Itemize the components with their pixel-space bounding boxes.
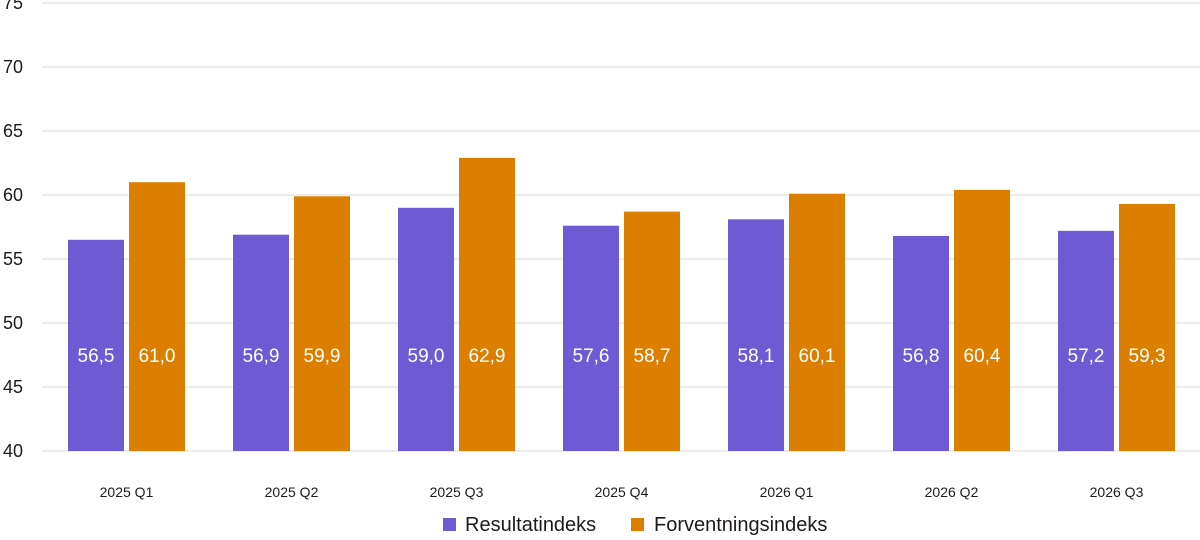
forventningsindeks-bar <box>624 211 680 451</box>
resultatindeks-bar <box>893 235 949 451</box>
x-tick-label: 2025 Q2 <box>265 484 319 500</box>
data-label: 60,1 <box>799 346 836 367</box>
y-axis-tick-labels: 40 45 50 55 60 65 70 75 <box>3 0 23 461</box>
y-tick-label: 50 <box>3 313 23 333</box>
data-label: 57,6 <box>573 346 610 367</box>
x-tick-label: 2025 Q3 <box>430 484 484 500</box>
x-tick-label: 2025 Q4 <box>595 484 649 500</box>
y-tick-label: 45 <box>3 377 23 397</box>
gridlines <box>42 2 1200 452</box>
x-tick-label: 2026 Q3 <box>1090 484 1144 500</box>
legend-label: Resultatindeks <box>465 514 596 536</box>
data-label: 56,9 <box>243 346 280 367</box>
y-tick-label: 75 <box>3 0 23 13</box>
forventningsindeks-bar <box>294 196 350 451</box>
resultatindeks-bar <box>398 207 454 451</box>
y-tick-label: 40 <box>3 441 23 461</box>
legend-swatch <box>631 518 644 531</box>
data-label: 58,1 <box>738 346 775 367</box>
resultatindeks-bar <box>563 225 619 451</box>
data-label: 57,2 <box>1068 346 1105 367</box>
resultatindeks-bar <box>1058 230 1114 451</box>
resultatindeks-bar <box>233 234 289 451</box>
data-label: 59,9 <box>304 346 341 367</box>
legend-swatch <box>443 518 456 531</box>
data-label: 58,7 <box>634 346 671 367</box>
forventningsindeks-bar <box>129 182 185 451</box>
y-tick-label: 60 <box>3 185 23 205</box>
forventningsindeks-bar <box>789 193 845 451</box>
resultatindeks-bar <box>728 219 784 451</box>
legend-label: Forventningsindeks <box>654 514 827 536</box>
y-tick-label: 70 <box>3 57 23 77</box>
y-tick-label: 65 <box>3 121 23 141</box>
data-label: 59,0 <box>408 346 445 367</box>
bars <box>68 157 1175 451</box>
data-label: 61,0 <box>139 346 176 367</box>
x-axis-tick-labels: 2025 Q1 2025 Q2 2025 Q3 2025 Q4 2026 Q1 2026 … <box>100 484 1144 500</box>
x-tick-label: 2026 Q1 <box>760 484 814 500</box>
x-tick-label: 2025 Q1 <box>100 484 154 500</box>
data-label: 59,3 <box>1129 346 1166 367</box>
x-tick-label: 2026 Q2 <box>925 484 979 500</box>
forventningsindeks-bar <box>954 189 1010 451</box>
data-label: 62,9 <box>469 346 506 367</box>
data-label: 56,8 <box>903 346 940 367</box>
resultatindeks-bar <box>68 239 124 451</box>
y-tick-label: 55 <box>3 249 23 269</box>
legend: Resultatindeks Forventningsindeks <box>443 514 827 536</box>
data-label: 56,5 <box>78 346 115 367</box>
forventningsindeks-bar <box>1119 203 1175 451</box>
data-label: 60,4 <box>964 346 1001 367</box>
forventningsindeks-bar <box>459 157 515 451</box>
data-labels: 56,5 61,0 56,9 59,9 59,0 62,9 57,6 58,7 58,1 60,1… <box>78 346 1166 367</box>
